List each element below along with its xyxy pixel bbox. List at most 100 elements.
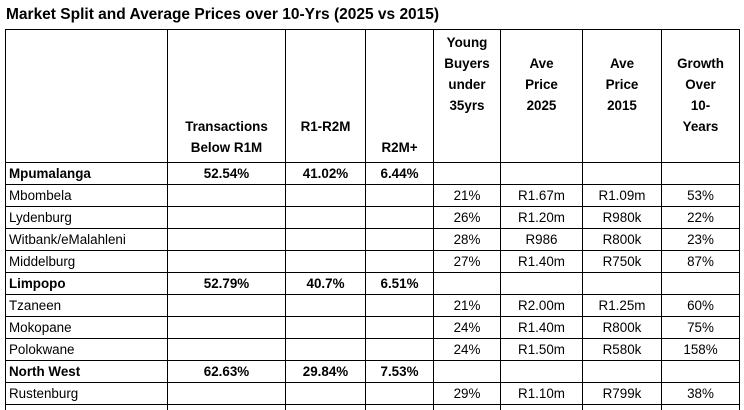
ave-price-2025-cell: R1.20m — [500, 206, 583, 229]
r1-r2m-cell — [285, 294, 366, 317]
table-row: Polokwane 24% R1.50m R580k 158% — [5, 338, 740, 361]
young-buyers-cell: 27% — [433, 250, 501, 273]
r2m-plus-cell: 6.51% — [365, 272, 434, 295]
growth-cell: 60% — [661, 294, 740, 317]
header-text: Below R1M — [190, 140, 263, 155]
ave-price-2025-cell: R1.67m — [500, 184, 583, 207]
r1-r2m-cell — [285, 184, 366, 207]
header-r1-r2m: R1-R2M — [285, 29, 366, 163]
ave-price-2025-cell — [500, 360, 583, 383]
ave-price-2025-cell: R2.4m — [500, 404, 583, 410]
r1-r2m-cell: 29.84% — [285, 360, 366, 383]
r2m-plus-cell: 6.44% — [365, 162, 434, 185]
ave-price-2015-cell: R1.09m — [582, 184, 662, 207]
ave-price-2015-cell: R800k — [582, 228, 662, 251]
below-r1m-cell — [167, 206, 286, 229]
header-text: 35yrs — [449, 98, 485, 113]
ave-price-2015-cell — [582, 272, 662, 295]
young-buyers-cell: 26% — [433, 206, 501, 229]
header-text: Ave — [609, 56, 635, 71]
ave-price-2025-cell: R2.00m — [500, 294, 583, 317]
header-row: Transactions Below R1M R1-R2M R2M+ Young… — [5, 29, 740, 163]
young-buyers-cell — [433, 162, 501, 185]
header-text: R1-R2M — [300, 119, 351, 134]
header-text: R2M+ — [381, 140, 418, 155]
below-r1m-cell — [167, 250, 286, 273]
table-row: Lydenburg 26% R1.20m R980k 22% — [5, 206, 740, 229]
ave-price-2025-cell: R986 — [500, 228, 583, 251]
below-r1m-cell: 62.63% — [167, 360, 286, 383]
r1-r2m-cell — [285, 338, 366, 361]
province-row: North West 62.63% 29.84% 7.53% — [5, 360, 740, 383]
young-buyers-cell — [433, 360, 501, 383]
young-buyers-cell: 21% — [433, 184, 501, 207]
growth-cell: 22% — [661, 206, 740, 229]
region-name-cell: Limpopo — [5, 272, 168, 295]
table-title: Market Split and Average Prices over 10-… — [6, 6, 440, 23]
below-r1m-cell: 52.54% — [167, 162, 286, 185]
growth-cell: 87% — [661, 250, 740, 273]
r2m-plus-cell — [365, 206, 434, 229]
r2m-plus-cell: 7.53% — [365, 360, 434, 383]
region-name-cell: North West — [5, 360, 168, 383]
ave-price-2015-cell — [582, 162, 662, 185]
ave-price-2015-cell: R980k — [582, 206, 662, 229]
young-buyers-cell: 29% — [433, 382, 501, 405]
r2m-plus-cell — [365, 294, 434, 317]
ave-price-2015-cell: R750k — [582, 250, 662, 273]
table-row: Tzaneen 21% R2.00m R1.25m 60% — [5, 294, 740, 317]
young-buyers-cell: 24% — [433, 316, 501, 339]
region-name-cell: Mpumalanga — [5, 162, 168, 185]
ave-price-2025-cell: R1.40m — [500, 250, 583, 273]
table-row: Mokopane 24% R1.40m R800k 75% — [5, 316, 740, 339]
header-young-buyers: Young Buyers under 35yrs — [433, 29, 501, 163]
table-row: Middelburg 27% R1.40m R750k 87% — [5, 250, 740, 273]
r2m-plus-cell — [365, 316, 434, 339]
region-name-cell: Middelburg — [5, 250, 168, 273]
below-r1m-cell — [167, 294, 286, 317]
below-r1m-cell — [167, 338, 286, 361]
below-r1m-cell: 52.79% — [167, 272, 286, 295]
header-region — [5, 29, 168, 163]
growth-cell: 23% — [661, 228, 740, 251]
below-r1m-cell — [167, 382, 286, 405]
header-growth-over-10-years: Growth Over 10- Years — [661, 29, 740, 163]
header-text: 2015 — [607, 98, 637, 113]
young-buyers-cell — [433, 272, 501, 295]
table-body: Mpumalanga 52.54% 41.02% 6.44% Mbombela 21% R1… — [5, 162, 740, 410]
ave-price-2025-cell — [500, 162, 583, 185]
r2m-plus-cell — [365, 250, 434, 273]
table-row: Hartbeespoort 20%R2.4mR1.6m50% — [5, 404, 740, 410]
header-text: Growth — [677, 56, 724, 71]
r1-r2m-cell — [285, 316, 366, 339]
header-transactions-below-r1m: Transactions Below R1M — [167, 29, 286, 163]
ave-price-2015-cell: R800k — [582, 316, 662, 339]
ave-price-2015-cell: R799k — [582, 382, 662, 405]
header-text: 10- — [690, 98, 711, 113]
r2m-plus-cell — [365, 184, 434, 207]
r1-r2m-cell — [285, 404, 366, 410]
ave-price-2025-cell: R1.10m — [500, 382, 583, 405]
growth-cell: 50% — [661, 404, 740, 410]
header-text: Price — [525, 77, 558, 92]
growth-cell: 75% — [661, 316, 740, 339]
r1-r2m-cell: 40.7% — [285, 272, 366, 295]
header-text: 2025 — [526, 98, 557, 113]
ave-price-2025-cell: R1.50m — [500, 338, 583, 361]
growth-cell — [661, 272, 740, 295]
ave-price-2025-cell: R1.40m — [500, 316, 583, 339]
young-buyers-cell: 28% — [433, 228, 501, 251]
ave-price-2015-cell: R1.25m — [582, 294, 662, 317]
table-row: Mbombela 21% R1.67m R1.09m 53% — [5, 184, 740, 207]
ave-price-2015-cell: R1.6m — [582, 404, 662, 410]
header-r2m-plus: R2M+ — [365, 29, 434, 163]
below-r1m-cell — [167, 228, 286, 251]
ave-price-2015-cell: R580k — [582, 338, 662, 361]
region-name-cell: Polokwane — [5, 338, 168, 361]
below-r1m-cell — [167, 316, 286, 339]
r2m-plus-cell — [365, 338, 434, 361]
market-split-table: Transactions Below R1M R1-R2M R2M+ Young… — [5, 29, 740, 410]
growth-cell: 158% — [661, 338, 740, 361]
header-text: Transactions — [185, 119, 268, 134]
r1-r2m-cell — [285, 228, 366, 251]
